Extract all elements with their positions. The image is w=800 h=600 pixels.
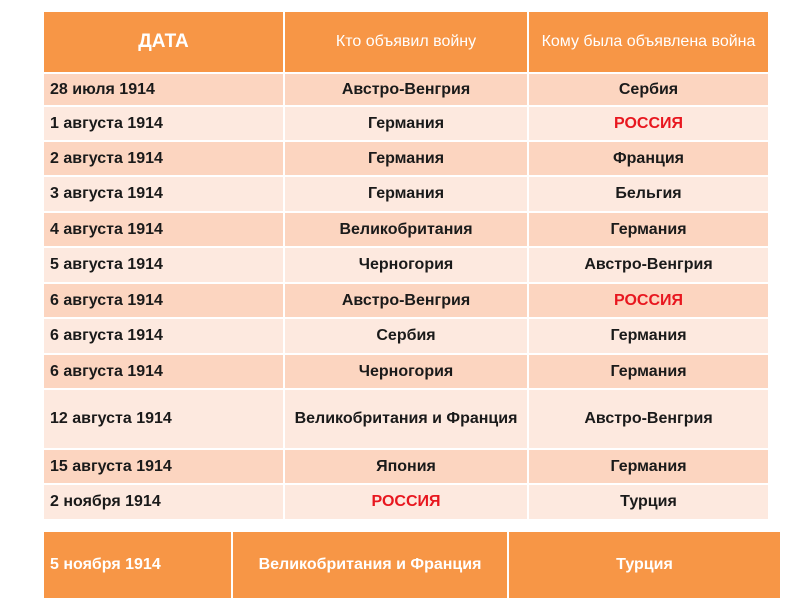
cell-target: РОССИЯ xyxy=(527,283,768,319)
cell-declarer: РОССИЯ xyxy=(283,484,528,521)
table-row: 2 августа 1914 Германия Франция xyxy=(44,141,768,177)
table-row: 6 августа 1914 Сербия Германия xyxy=(44,318,768,355)
table-row: 1 августа 1914 Германия РОССИЯ xyxy=(44,106,768,142)
cell-declarer: Сербия xyxy=(283,318,528,355)
cell-declarer: Япония xyxy=(283,449,528,485)
cell-date: 5 августа 1914 xyxy=(44,247,284,284)
table-row: 5 ноября 1914 Великобритания и Франция Т… xyxy=(44,532,780,598)
cell-date: 6 августа 1914 xyxy=(44,354,284,390)
cell-target: Сербия xyxy=(527,73,768,107)
cell-target: Германия xyxy=(527,212,768,248)
table-row: 2 ноября 1914 РОССИЯ Турция xyxy=(44,484,768,521)
cell-target: Германия xyxy=(527,449,768,485)
cell-target: Бельгия xyxy=(527,176,768,213)
extra-declaration-table: 5 ноября 1914 Великобритания и Франция Т… xyxy=(44,532,780,598)
table-row: 28 июля 1914 Австро-Венгрия Сербия xyxy=(44,73,768,107)
cell-target: Турция xyxy=(527,484,768,521)
cell-target: Австро-Венгрия xyxy=(527,247,768,284)
cell-date: 28 июля 1914 xyxy=(44,73,284,107)
table-row: 4 августа 1914 Великобритания Германия xyxy=(44,212,768,248)
header-target: Кому была объявлена война xyxy=(527,12,768,74)
cell-declarer: Черногория xyxy=(283,354,528,390)
cell-date: 12 августа 1914 xyxy=(44,389,284,450)
cell-declarer: Германия xyxy=(283,176,528,213)
cell-target: Германия xyxy=(527,318,768,355)
cell-target: РОССИЯ xyxy=(527,106,768,142)
cell-target: Германия xyxy=(527,354,768,390)
table-row: 5 августа 1914 Черногория Австро-Венгрия xyxy=(44,247,768,284)
cell-declarer: Австро-Венгрия xyxy=(283,73,528,107)
cell-declarer: Великобритания и Франция xyxy=(283,389,528,450)
header-declarer: Кто объявил войну xyxy=(283,12,528,74)
cell-declarer: Великобритания и Франция xyxy=(231,532,508,598)
cell-declarer: Германия xyxy=(283,106,528,142)
cell-declarer: Великобритания xyxy=(283,212,528,248)
cell-date: 1 августа 1914 xyxy=(44,106,284,142)
cell-declarer: Черногория xyxy=(283,247,528,284)
table-row: 15 августа 1914 Япония Германия xyxy=(44,449,768,485)
cell-declarer: Германия xyxy=(283,141,528,177)
cell-date: 4 августа 1914 xyxy=(44,212,284,248)
table-row: 12 августа 1914 Великобритания и Франция… xyxy=(44,389,768,450)
table-row: 6 августа 1914 Черногория Германия xyxy=(44,354,768,390)
header-date: ДАТА xyxy=(44,12,284,74)
cell-target: Австро-Венгрия xyxy=(527,389,768,450)
war-declarations-table: ДАТА Кто объявил войну Кому была объявле… xyxy=(44,12,768,521)
table-row: 6 августа 1914 Австро-Венгрия РОССИЯ xyxy=(44,283,768,319)
cell-target: Турция xyxy=(507,532,780,598)
table-header-row: ДАТА Кто объявил войну Кому была объявле… xyxy=(44,12,768,74)
cell-date: 15 августа 1914 xyxy=(44,449,284,485)
cell-declarer: Австро-Венгрия xyxy=(283,283,528,319)
cell-date: 5 ноября 1914 xyxy=(44,532,232,598)
cell-target: Франция xyxy=(527,141,768,177)
cell-date: 2 ноября 1914 xyxy=(44,484,284,521)
cell-date: 3 августа 1914 xyxy=(44,176,284,213)
cell-date: 2 августа 1914 xyxy=(44,141,284,177)
cell-date: 6 августа 1914 xyxy=(44,283,284,319)
cell-date: 6 августа 1914 xyxy=(44,318,284,355)
table-row: 3 августа 1914 Германия Бельгия xyxy=(44,176,768,213)
